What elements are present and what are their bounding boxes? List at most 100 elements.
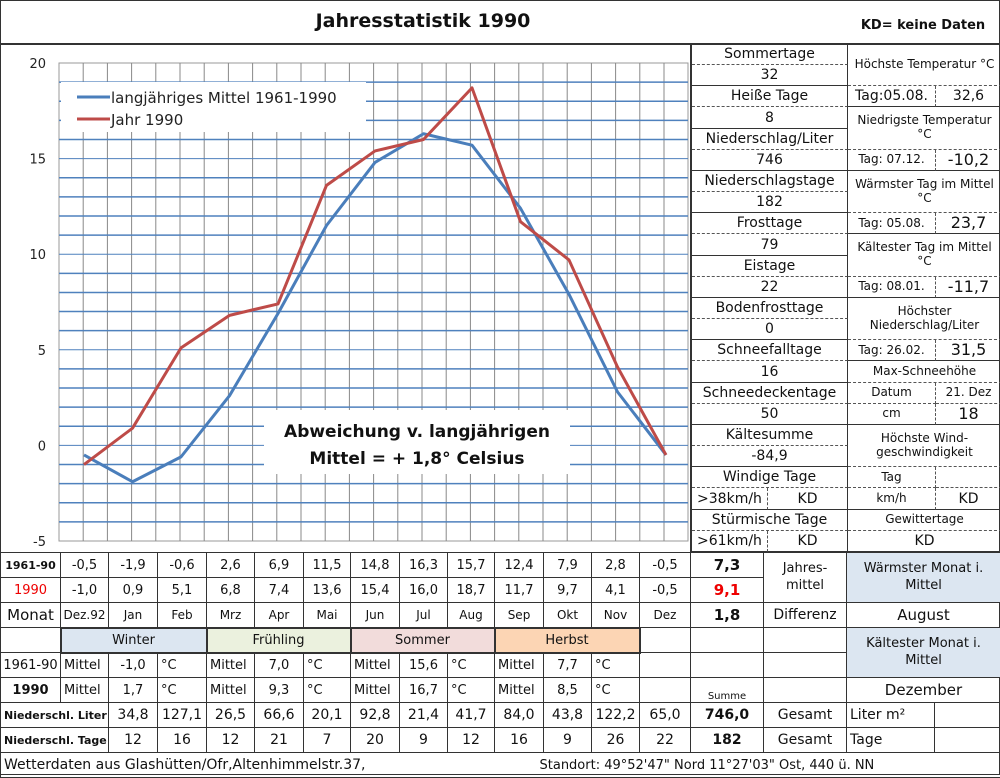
record-label: Gewittertage (848, 510, 1000, 531)
record-day: Tag: 07.12. (848, 150, 936, 171)
mittel-label: Mittel (495, 653, 544, 678)
table-cell (935, 703, 1000, 728)
record-unit: cm (848, 404, 936, 425)
table-cell: 122,2 (592, 703, 640, 728)
record-day: Tag:05.08. (848, 86, 936, 107)
table-cell: 11,7 (495, 578, 544, 603)
mittel-label: Mittel (495, 678, 544, 703)
stat-value: 0 (692, 319, 848, 340)
month-label: Mrz (207, 603, 255, 628)
y-tick-label: 15 (29, 153, 46, 168)
total-label: Gesamt (764, 728, 847, 753)
unit-label: °C (158, 653, 207, 678)
kd-note: KD= keine Daten (846, 18, 1000, 33)
stat-value: 16 (692, 361, 848, 382)
table-cell: 21,4 (400, 703, 448, 728)
table-cell: 65,0 (640, 703, 691, 728)
table-cell: -0,5 (61, 553, 109, 578)
table-cell: 9 (544, 728, 592, 753)
unit-label: °C (158, 678, 207, 703)
table-cell: 7 (304, 728, 351, 753)
season-value: 9,3 (255, 678, 304, 703)
stat-value: 79 (692, 234, 848, 255)
record-label: Kältester Tag im Mittel °C (848, 234, 1000, 276)
table-cell (764, 628, 847, 653)
annual-mean-mittel: 7,3 (691, 553, 764, 578)
stat-unit: >61km/h (692, 531, 768, 552)
table-cell: 20,1 (304, 703, 351, 728)
record-label: Niedrigste Temperatur °C (848, 107, 1000, 149)
table-cell: -1,9 (109, 553, 158, 578)
table-cell: 0,9 (109, 578, 158, 603)
annotation-text: Abweichung v. langjährigen (284, 422, 550, 442)
table-cell: 66,6 (255, 703, 304, 728)
table-cell (691, 628, 764, 653)
stat-value: KD (768, 488, 848, 509)
month-label: Jul (400, 603, 448, 628)
mittel-label: Mittel (207, 653, 255, 678)
table-cell: 5,1 (158, 578, 207, 603)
record-value: 18 (936, 404, 1000, 425)
unit-label: °C (448, 653, 495, 678)
table-cell: 84,0 (495, 703, 544, 728)
legend-label: Jahr 1990 (110, 111, 183, 129)
record-label: Höchste Wind-geschwindigkeit (848, 425, 1000, 467)
stat-value: 182 (692, 192, 848, 213)
stat-label: Sommertage (692, 44, 848, 65)
mittel-label: Mittel (351, 653, 400, 678)
table-cell: 41,7 (448, 703, 495, 728)
table-cell: 7,4 (255, 578, 304, 603)
table-cell: 22 (640, 728, 691, 753)
month-label: Nov (592, 603, 640, 628)
table-cell: -1,0 (61, 578, 109, 603)
unit-label: °C (304, 678, 351, 703)
record-value: KD (936, 488, 1000, 509)
season-value: 8,5 (544, 678, 592, 703)
table-cell: 11,5 (304, 553, 351, 578)
season-value: 7,7 (544, 653, 592, 678)
table-cell: 12 (207, 728, 255, 753)
mittel-label: Mittel (61, 653, 109, 678)
record-label: Höchster Niederschlag/Liter (848, 298, 1000, 340)
stat-value: -84,9 (692, 446, 848, 467)
record-value: -10,2 (936, 150, 1000, 171)
table-cell: 12,4 (495, 553, 544, 578)
table-cell: 43,8 (544, 703, 592, 728)
y-tick-label: 5 (38, 344, 46, 359)
table-cell: 34,8 (109, 703, 158, 728)
y-tick-label: 20 (29, 57, 46, 72)
warmest-month-label: Wärmster Monat i. Mittel (847, 553, 1000, 603)
row-label: Monat (1, 603, 61, 628)
sum-label: Summe (691, 678, 764, 703)
stat-value: 50 (692, 404, 848, 425)
table-cell (640, 653, 691, 678)
difference-label: Differenz (764, 603, 847, 628)
stat-label: Stürmische Tage (692, 510, 848, 531)
record-date: 21. Dez (936, 383, 1000, 404)
month-label: Sep (495, 603, 544, 628)
season-header: Frühling (207, 628, 351, 653)
record-value: 32,6 (936, 86, 1000, 107)
table-cell (764, 653, 847, 678)
record-label: Wärmster Tag im Mittel °C (848, 171, 1000, 213)
month-label: Dez.92 (61, 603, 109, 628)
table-cell: 26,5 (207, 703, 255, 728)
table-cell: 16,3 (400, 553, 448, 578)
row-label: Niederschl. Tage (1, 728, 109, 753)
table-cell: 15,4 (351, 578, 400, 603)
table-cell: 20 (351, 728, 400, 753)
stat-label: Bodenfrosttage (692, 298, 848, 319)
stat-value: 22 (692, 277, 848, 298)
stat-label: Schneedeckentage (692, 383, 848, 404)
season-value: -1,0 (109, 653, 158, 678)
table-cell: -0,5 (640, 578, 691, 603)
month-label: Jun (351, 603, 400, 628)
table-cell: 4,1 (592, 578, 640, 603)
